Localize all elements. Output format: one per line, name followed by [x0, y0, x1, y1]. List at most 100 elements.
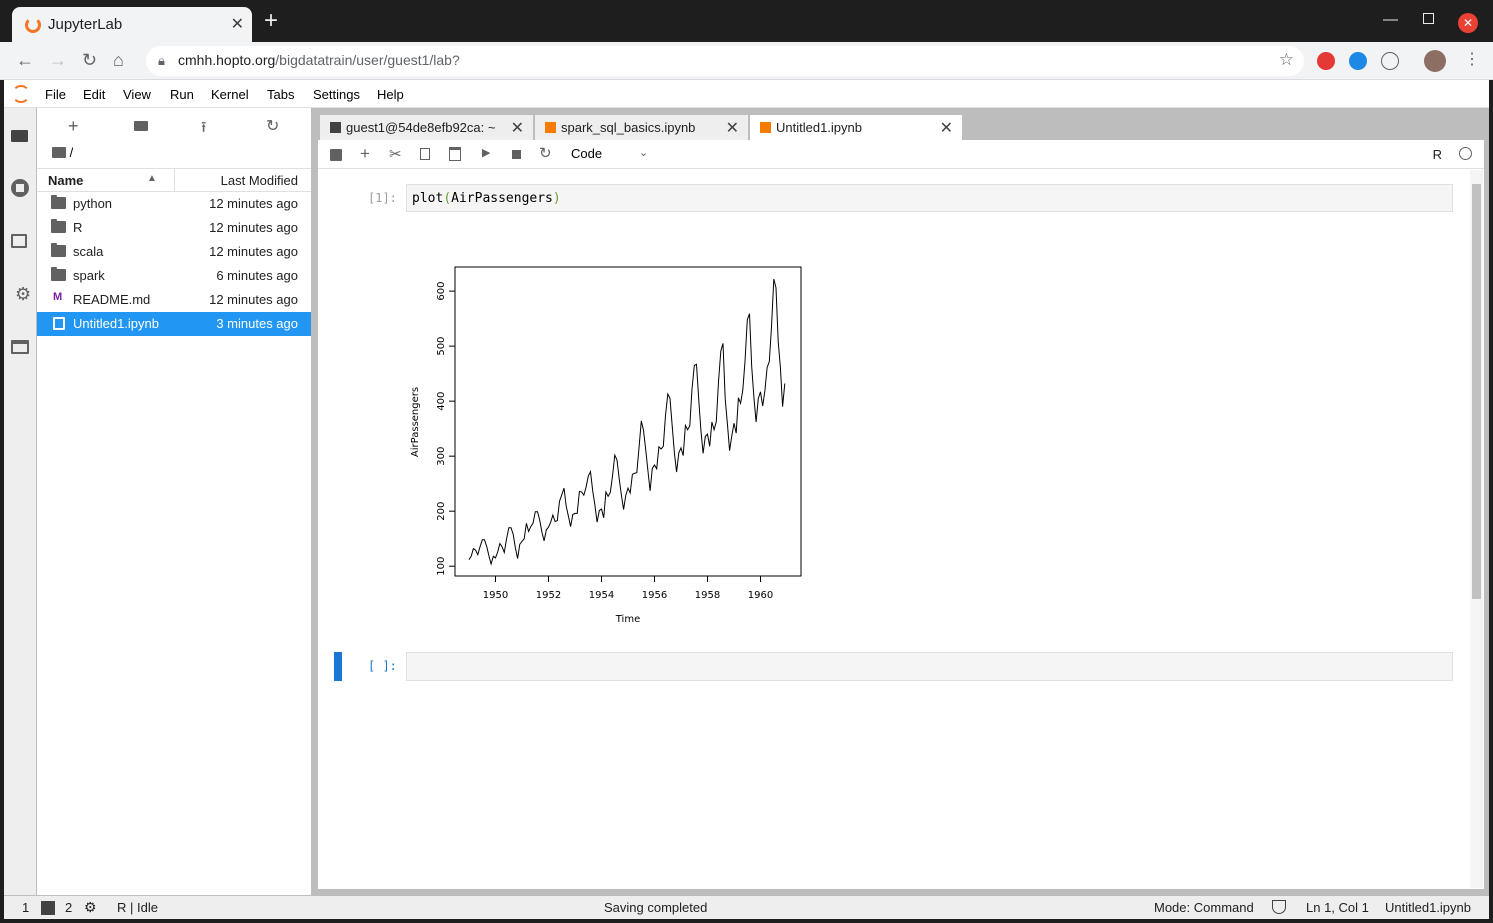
- extension-red-icon[interactable]: [1317, 52, 1335, 70]
- file-row-readme[interactable]: M README.md 12 minutes ago: [37, 288, 311, 312]
- refresh-icon[interactable]: ↻: [266, 118, 280, 135]
- menu-file[interactable]: File: [45, 87, 66, 102]
- close-tab-icon[interactable]: ✕: [939, 120, 953, 137]
- tab-untitled1[interactable]: Untitled1.ipynb ✕: [749, 114, 963, 141]
- file-row-python[interactable]: python 12 minutes ago: [37, 192, 311, 216]
- cell-code[interactable]: plot(AirPassengers): [412, 191, 561, 206]
- breadcrumb[interactable]: /: [52, 145, 73, 160]
- kernel-status-icon: [1459, 147, 1472, 160]
- settings-gear-icon[interactable]: ⚙: [15, 284, 32, 304]
- cursor-position[interactable]: Ln 1, Col 1: [1306, 900, 1369, 915]
- commands-palette-icon[interactable]: [11, 234, 27, 248]
- upload-icon[interactable]: ⭱: [201, 119, 207, 136]
- extension-circle-icon[interactable]: [1381, 52, 1399, 70]
- file-row-spark[interactable]: spark 6 minutes ago: [37, 264, 311, 288]
- notebook-icon: [760, 122, 771, 133]
- trusted-shield-icon[interactable]: [1272, 900, 1286, 914]
- run-cell-icon[interactable]: ▶: [482, 147, 491, 159]
- new-tab-button[interactable]: +: [264, 7, 279, 34]
- cell-type-value: Code: [571, 146, 603, 161]
- minimize-window-icon[interactable]: —: [1383, 11, 1398, 28]
- column-divider[interactable]: [174, 169, 175, 192]
- save-icon[interactable]: [330, 149, 342, 161]
- code-open-paren: (: [443, 191, 452, 206]
- folder-icon: [51, 219, 66, 233]
- status-bar: 1 2 ⚙ R | Idle Saving completed Mode: Co…: [4, 895, 1489, 919]
- file-row-r[interactable]: R 12 minutes ago: [37, 216, 311, 240]
- kernel-name[interactable]: R: [1432, 147, 1442, 162]
- sort-ascending-icon[interactable]: ▲: [147, 173, 157, 184]
- reload-icon[interactable]: ↻: [82, 50, 98, 70]
- tabs-panel-icon[interactable]: [11, 340, 29, 354]
- running-sessions-icon[interactable]: [11, 179, 29, 197]
- menu-settings[interactable]: Settings: [313, 87, 360, 102]
- cell-prompt: [ ]:: [368, 659, 397, 673]
- kernel-status-text[interactable]: R | Idle: [117, 900, 158, 915]
- new-folder-icon[interactable]: [134, 121, 148, 131]
- notebook-scrollbar[interactable]: [1470, 170, 1483, 888]
- close-window-icon[interactable]: ✕: [1458, 13, 1478, 33]
- file-modified: 3 minutes ago: [216, 316, 298, 331]
- y-tick-label: 500: [436, 337, 447, 356]
- insert-cell-icon[interactable]: +: [360, 144, 370, 163]
- y-axis-label: AirPassengers: [410, 387, 421, 457]
- kernel-count[interactable]: 2: [65, 900, 73, 915]
- close-tab-icon[interactable]: ✕: [230, 16, 244, 33]
- forward-arrow-icon[interactable]: →: [49, 50, 67, 70]
- url-path: /bigdatatrain/user/guest1/lab?: [275, 52, 460, 68]
- x-axis: 1950 1952 1954 1956 1958 1960: [483, 576, 773, 601]
- menu-view[interactable]: View: [123, 87, 151, 102]
- paste-icon[interactable]: [449, 147, 461, 161]
- browser-tab[interactable]: JupyterLab ✕: [12, 7, 252, 42]
- tab-label: Untitled1.ipynb: [776, 120, 862, 135]
- new-launcher-icon[interactable]: +: [68, 116, 79, 136]
- x-tick-label: 1958: [695, 590, 720, 601]
- kernel-chip-icon[interactable]: ⚙: [84, 899, 97, 915]
- terminal-count[interactable]: 1: [22, 900, 30, 915]
- file-row-untitled1[interactable]: Untitled1.ipynb 3 minutes ago: [37, 312, 311, 336]
- menu-edit[interactable]: Edit: [83, 87, 106, 102]
- chevron-down-icon: ⌄: [639, 147, 649, 159]
- terminal-status-icon[interactable]: [41, 901, 55, 915]
- home-icon[interactable]: ⌂: [113, 50, 124, 70]
- close-tab-icon[interactable]: ✕: [725, 120, 739, 137]
- restart-kernel-icon[interactable]: ↻: [539, 145, 552, 162]
- folder-icon: [51, 195, 66, 209]
- file-name: R: [73, 220, 83, 235]
- left-sidebar: ⚙: [4, 108, 37, 895]
- code-function: plot: [412, 191, 444, 206]
- menu-run[interactable]: Run: [170, 87, 194, 102]
- menu-help[interactable]: Help: [377, 87, 404, 102]
- current-file-name: Untitled1.ipynb: [1385, 900, 1471, 915]
- copy-icon[interactable]: [420, 148, 430, 160]
- menu-kernel[interactable]: Kernel: [211, 87, 249, 102]
- file-row-scala[interactable]: scala 12 minutes ago: [37, 240, 311, 264]
- menu-tabs[interactable]: Tabs: [267, 87, 295, 102]
- folder-icon: [51, 243, 66, 257]
- jupyter-logo-icon: [12, 85, 30, 103]
- profile-avatar[interactable]: [1424, 50, 1446, 72]
- tab-spark-sql-basics[interactable]: spark_sql_basics.ipynb ✕: [534, 114, 749, 140]
- close-tab-icon[interactable]: ✕: [510, 120, 524, 137]
- scrollbar-thumb[interactable]: [1472, 184, 1481, 599]
- status-message: Saving completed: [604, 900, 708, 915]
- folder-icon: [51, 267, 66, 281]
- notebook-mode[interactable]: Mode: Command: [1154, 900, 1254, 915]
- column-name-header[interactable]: Name: [48, 173, 84, 188]
- maximize-window-icon[interactable]: [1423, 13, 1434, 24]
- back-arrow-icon[interactable]: ←: [16, 50, 34, 70]
- extension-globe-icon[interactable]: [1349, 52, 1367, 70]
- tab-terminal[interactable]: guest1@54de8efb92ca: ~ ✕: [319, 114, 534, 140]
- address-bar[interactable]: 🔒︎ cmhh.hopto.org/bigdatatrain/user/gues…: [146, 46, 1304, 76]
- cut-icon[interactable]: ✂: [389, 146, 402, 163]
- code-cell-1[interactable]: plot(AirPassengers): [406, 184, 1453, 212]
- file-modified: 12 minutes ago: [209, 292, 298, 307]
- cell-type-dropdown[interactable]: Code ⌄: [571, 146, 648, 161]
- code-cell-2[interactable]: [406, 652, 1453, 681]
- column-modified-header[interactable]: Last Modified: [220, 173, 298, 188]
- lock-icon: 🔒︎: [158, 53, 165, 68]
- bookmark-star-icon[interactable]: ☆: [1278, 50, 1294, 69]
- interrupt-kernel-icon[interactable]: [512, 150, 521, 159]
- file-browser-folder-icon[interactable]: [11, 130, 28, 142]
- browser-menu-icon[interactable]: ⋮: [1464, 51, 1480, 68]
